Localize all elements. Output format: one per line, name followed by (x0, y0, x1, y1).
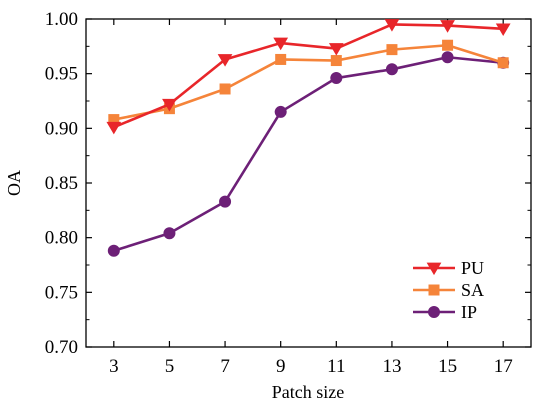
data-point-sa (330, 55, 342, 67)
axes: 3 5 7 9 11 13 15 17 0.70 0.75 0.80 0.85 0.90 0.95 1.00 (45, 9, 531, 377)
data-point-ip (330, 72, 343, 85)
data-point-ip (274, 105, 287, 118)
data-point-pu (440, 20, 455, 33)
y-tick-label: 0.85 (45, 173, 78, 194)
series-layer (106, 19, 511, 257)
data-point-pu (106, 121, 122, 135)
x-tick-label: 9 (276, 356, 286, 377)
y-tick-label: 0.95 (45, 64, 78, 85)
x-tick-label: 13 (382, 356, 401, 377)
x-tick-label: 5 (165, 356, 175, 377)
x-axis-title: Patch size (272, 382, 344, 402)
series-pu (106, 19, 511, 135)
x-tick-label: 15 (438, 356, 457, 377)
series-line-ip (113, 55, 504, 253)
data-point-sa (275, 53, 287, 65)
x-tick-label: 7 (220, 356, 230, 377)
data-point-pu (162, 98, 177, 112)
series-line-pu (113, 23, 504, 129)
data-point-ip (219, 195, 232, 208)
legend-item-pu: PU (413, 258, 484, 278)
series-ip (107, 51, 510, 257)
series-line-sa (113, 43, 504, 121)
legend-label: PU (461, 258, 484, 278)
data-point-pu (328, 43, 344, 56)
x-tick-label: 17 (494, 356, 513, 377)
data-point-pu (273, 37, 289, 51)
x-tick-label: 3 (109, 356, 119, 377)
data-point-sa (442, 39, 454, 51)
legend-item-ip: IP (413, 302, 477, 322)
data-point-ip (107, 244, 120, 257)
data-point-pu (384, 19, 400, 32)
data-point-ip (163, 227, 176, 240)
y-axis-title: OA (4, 170, 24, 196)
legend-marker (426, 262, 442, 276)
legend-item-sa: SA (413, 280, 484, 300)
legend-marker (428, 306, 440, 318)
y-tick-label: 0.75 (45, 282, 78, 303)
y-tick-label: 0.80 (45, 228, 78, 249)
y-tick-label: 1.00 (45, 9, 78, 30)
y-tick-label: 0.90 (45, 118, 78, 139)
legend-marker (428, 284, 440, 296)
data-point-ip (441, 51, 454, 64)
data-point-ip (385, 63, 398, 76)
legend-label: IP (461, 302, 477, 322)
legend-label: SA (461, 280, 484, 300)
data-point-pu (217, 54, 233, 67)
data-point-sa (386, 44, 398, 56)
data-point-pu (495, 23, 511, 37)
x-tick-label: 11 (327, 356, 345, 377)
data-point-sa (497, 57, 509, 69)
y-tick-label: 0.70 (45, 337, 78, 358)
data-point-sa (219, 83, 231, 95)
